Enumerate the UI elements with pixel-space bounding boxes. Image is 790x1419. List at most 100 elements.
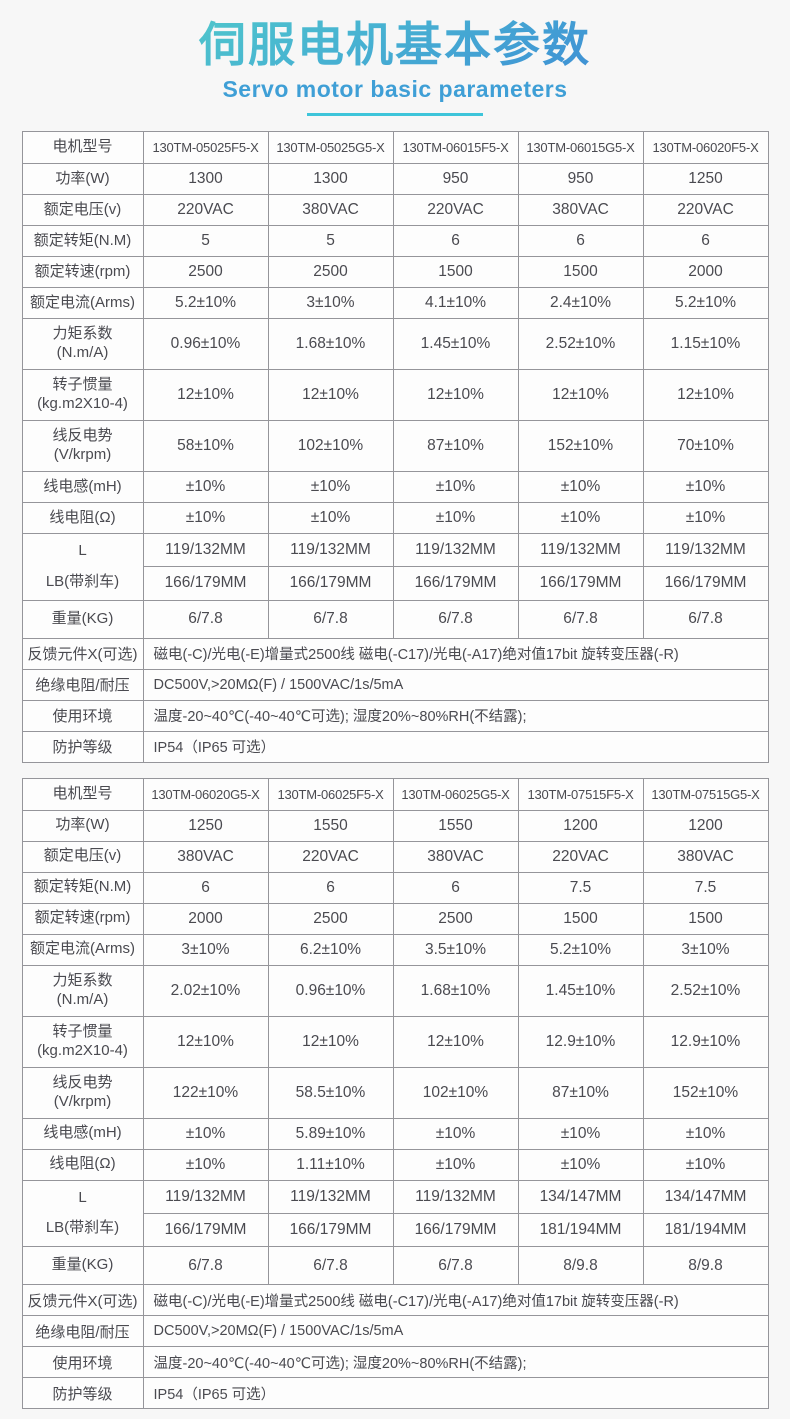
spec-cell: 87±10%	[392, 420, 519, 473]
spec-cell: 12±10%	[267, 1015, 394, 1068]
row-label: 绝缘电阻/耐压	[21, 1315, 144, 1348]
spec-cell: 1.45±10%	[517, 964, 644, 1017]
row-label: 线反电势 (V/krpm)	[21, 1066, 144, 1119]
table-row: L LB(带刹车) 119/132MM 119/132MM 119/132MM 134/1…	[21, 1179, 769, 1248]
spec-cell: 166/179MM	[392, 1212, 519, 1248]
spec-cell: 5.89±10%	[267, 1117, 394, 1150]
spec-cell: 1550	[267, 809, 394, 842]
spec-cell: 3±10%	[267, 287, 394, 320]
table-row: 绝缘电阻/耐压 DC500V,>20MΩ(F) / 1500VAC/1s/5mA	[21, 1315, 769, 1348]
spec-cell: 380VAC	[392, 840, 519, 873]
table-row: 转子惯量 (kg.m2X10-4) 12±10% 12±10% 12±10% 12±10%…	[21, 369, 769, 422]
spec-cell: 1200	[642, 809, 769, 842]
row-label: 额定转速(rpm)	[21, 256, 144, 289]
table-row: 额定电压(v) 380VAC 220VAC 380VAC 220VAC 380VAC	[21, 840, 769, 873]
info-value: DC500V,>20MΩ(F) / 1500VAC/1s/5mA	[142, 668, 769, 701]
table-row: 额定电压(v) 220VAC 380VAC 220VAC 380VAC 220VAC	[21, 194, 769, 227]
spec-cell: 6/7.8	[392, 1246, 519, 1286]
spec-cell: 5.2±10%	[642, 287, 769, 320]
row-label: 力矩系数 (N.m/A)	[21, 318, 144, 371]
info-value: IP54（IP65 可选）	[142, 1377, 769, 1410]
table-row: 使用环境 温度-20~40℃(-40~40℃可选); 湿度20%~80%RH(不结…	[21, 1346, 769, 1379]
table-row: 重量(KG) 6/7.8 6/7.8 6/7.8 6/7.8 6/7.8	[21, 599, 769, 639]
spec-cell: 380VAC	[517, 194, 644, 227]
spec-cell: 0.96±10%	[142, 318, 269, 371]
spec-cell: 3±10%	[642, 933, 769, 966]
row-label: 功率(W)	[21, 163, 144, 196]
spec-cell: 6/7.8	[392, 599, 519, 639]
spec-cell: ±10%	[642, 471, 769, 504]
table-row: 功率(W) 1300 1300 950 950 1250	[21, 163, 769, 196]
spec-cell: ±10%	[142, 471, 269, 504]
spec-cell: 5	[142, 225, 269, 258]
spec-cell: 130TM-06020F5-X	[642, 131, 769, 165]
spec-cell: 380VAC	[142, 840, 269, 873]
spec-cell: 1500	[392, 256, 519, 289]
spec-cell: 12±10%	[392, 1015, 519, 1068]
spec-cell: 6	[392, 225, 519, 258]
spec-cell: ±10%	[142, 502, 269, 535]
spec-cell: 1300	[142, 163, 269, 196]
spec-cell: 130TM-05025G5-X	[267, 131, 394, 165]
spec-cell: 1250	[142, 809, 269, 842]
spec-cell: 5.2±10%	[142, 287, 269, 320]
info-value: DC500V,>20MΩ(F) / 1500VAC/1s/5mA	[142, 1315, 769, 1348]
spec-cell: 130TM-06025F5-X	[267, 777, 394, 811]
spec-cell: 380VAC	[267, 194, 394, 227]
table-row: 使用环境 温度-20~40℃(-40~40℃可选); 湿度20%~80%RH(不结…	[21, 699, 769, 732]
spec-cell: 6/7.8	[642, 599, 769, 639]
spec-cell: ±10%	[392, 1148, 519, 1181]
spec-cell: 119/132MM	[392, 533, 519, 568]
spec-cell: 220VAC	[642, 194, 769, 227]
spec-cell: 5.2±10%	[517, 933, 644, 966]
spec-cell: 166/179MM	[392, 566, 519, 601]
spec-cell: 1300	[267, 163, 394, 196]
table-row: 防护等级 IP54（IP65 可选）	[21, 1377, 769, 1410]
spec-cell: 12±10%	[517, 369, 644, 422]
spec-cell: 380VAC	[642, 840, 769, 873]
table-row: 额定电流(Arms) 5.2±10% 3±10% 4.1±10% 2.4±10% 5.2±…	[21, 287, 769, 320]
spec-cell: ±10%	[142, 1148, 269, 1181]
row-label: 防护等级	[21, 730, 144, 763]
row-label: 额定转矩(N.M)	[21, 225, 144, 258]
spec-cell: 1250	[642, 163, 769, 196]
spec-cell: 12±10%	[142, 369, 269, 422]
spec-cell: 1.68±10%	[392, 964, 519, 1017]
spec-cell: 0.96±10%	[267, 964, 394, 1017]
spec-cell: 950	[517, 163, 644, 196]
row-label: 电机型号	[21, 131, 144, 165]
spec-cell: 119/132MM	[267, 533, 394, 568]
spec-cell: 2.02±10%	[142, 964, 269, 1017]
info-value: IP54（IP65 可选）	[142, 730, 769, 763]
spec-cell: 166/179MM	[267, 1212, 394, 1248]
spec-cell: 130TM-06015F5-X	[392, 131, 519, 165]
spec-cell: 130TM-06025G5-X	[392, 777, 519, 811]
spec-cell: 12±10%	[142, 1015, 269, 1068]
spec-cell: ±10%	[392, 471, 519, 504]
row-label: 额定电压(v)	[21, 840, 144, 873]
spec-cell: 3.5±10%	[392, 933, 519, 966]
spec-cell: ±10%	[517, 1117, 644, 1150]
spec-cell: 4.1±10%	[392, 287, 519, 320]
spec-cell: 12.9±10%	[642, 1015, 769, 1068]
spec-cell: 2500	[142, 256, 269, 289]
spec-cell: 166/179MM	[517, 566, 644, 601]
row-label: 反馈元件X(可选)	[21, 1284, 144, 1317]
spec-cell: 950	[392, 163, 519, 196]
spec-cell: 12±10%	[642, 369, 769, 422]
spec-cell: 122±10%	[142, 1066, 269, 1119]
page-title: 伺服电机基本参数	[0, 18, 790, 72]
spec-cell: 2500	[267, 256, 394, 289]
table-row: 额定转矩(N.M) 5 5 6 6 6	[21, 225, 769, 258]
spec-cell: 2.4±10%	[517, 287, 644, 320]
spec-cell: 220VAC	[267, 840, 394, 873]
spec-cell: 166/179MM	[642, 566, 769, 601]
row-label: 力矩系数 (N.m/A)	[21, 964, 144, 1017]
row-label: 反馈元件X(可选)	[21, 637, 144, 670]
spec-cell: 2000	[642, 256, 769, 289]
spec-cell: 6.2±10%	[267, 933, 394, 966]
row-label: 绝缘电阻/耐压	[21, 668, 144, 701]
table-row: 线电感(mH) ±10% 5.89±10% ±10% ±10% ±10%	[21, 1117, 769, 1150]
info-value: 温度-20~40℃(-40~40℃可选); 湿度20%~80%RH(不结露);	[142, 1346, 769, 1379]
